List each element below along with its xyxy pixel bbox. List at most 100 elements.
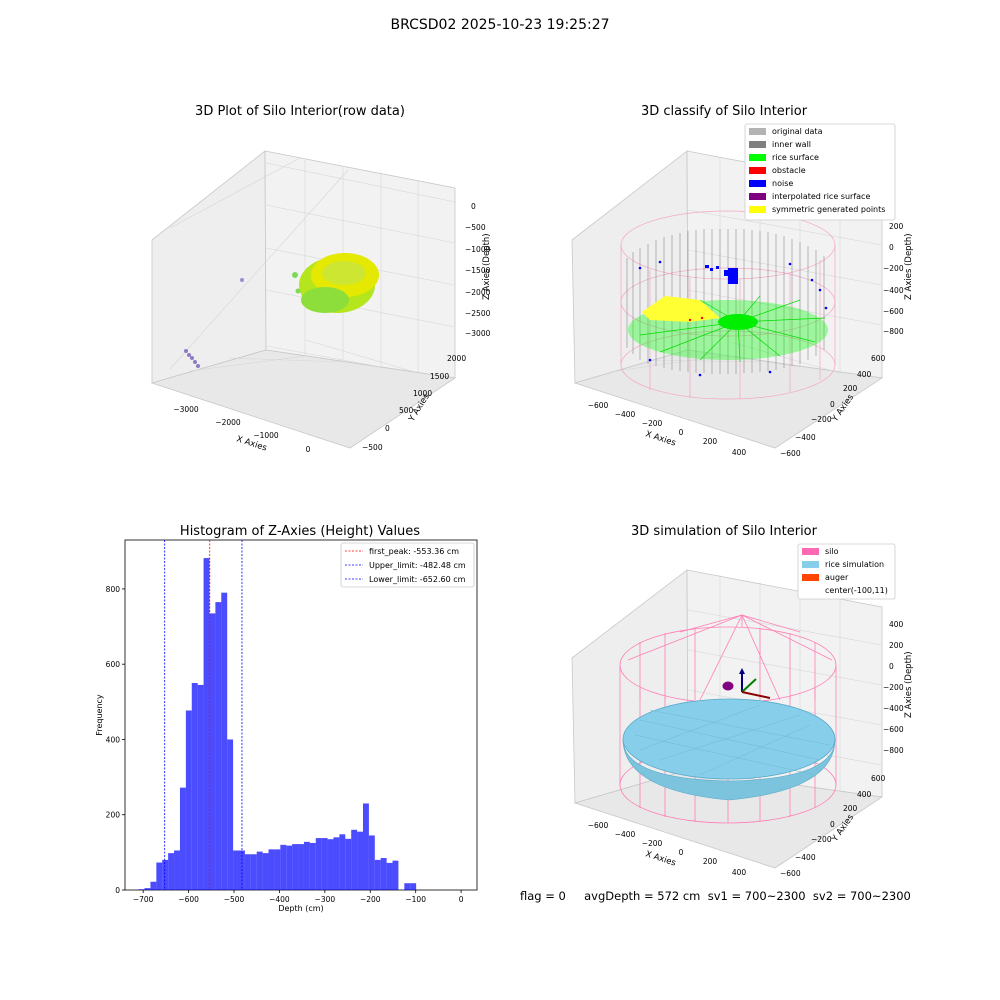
panel4-auger-head: [722, 681, 734, 691]
histogram-bar: [321, 838, 328, 890]
histogram-bar: [256, 851, 263, 890]
z-tick-label: −400: [883, 286, 904, 295]
panel2-3d-plot: −600 −400 −200 0 200 400 X Axies −600 −4…: [571, 150, 914, 458]
y-tick-label: 600: [871, 774, 886, 783]
x-tick-label: −100: [405, 895, 426, 904]
histogram-bar: [227, 739, 234, 890]
legend-swatch-rice-simulation: [802, 561, 819, 568]
histogram-bar: [174, 850, 180, 890]
panel1-z-ticks: 0 −500 −1000 −1500 −2000 −2500 −3000: [465, 202, 491, 338]
y-tick-label: 500: [399, 406, 414, 415]
histogram-bar: [298, 844, 304, 890]
panel1-title: 3D Plot of Silo Interior(row data): [195, 104, 405, 119]
legend-item-silo: silo: [825, 547, 839, 556]
histogram-bar: [357, 831, 363, 890]
panel1-rice-front: [301, 287, 349, 313]
y-tick-label: −600: [780, 869, 801, 878]
y-tick-label: 0: [385, 424, 390, 433]
y-tick-label: 2000: [447, 354, 466, 363]
z-tick-label: −800: [883, 746, 904, 755]
histogram-bars: [138, 558, 417, 890]
x-tick-label: −500: [224, 895, 245, 904]
y-tick-label: 0: [115, 886, 120, 895]
histogram-bar: [244, 854, 251, 890]
x-tick-label: 200: [703, 857, 718, 866]
panel4-z-axis-label: Z Axies (Depth): [904, 651, 914, 718]
histogram-bar: [156, 862, 163, 890]
legend-item-lower-limit: Lower_limit: -652.60 cm: [369, 575, 466, 584]
legend-item-auger: auger: [825, 573, 849, 582]
panel1-outlier-point: [292, 272, 298, 278]
x-tick-label: −2000: [215, 418, 241, 427]
legend-swatch-interpolated: [749, 193, 766, 200]
x-tick-label: −200: [642, 419, 663, 428]
panel4-axis-z-arrowhead: [739, 668, 745, 674]
legend-item-original: original data: [772, 127, 823, 136]
histogram-bar: [339, 834, 346, 890]
histogram-bar: [303, 841, 310, 890]
z-tick-label: −600: [883, 725, 904, 734]
y-tick-label: 600: [106, 660, 121, 669]
panel4-x-ticks: −600 −400 −200 0 200 400: [588, 821, 747, 877]
histogram-bar: [185, 710, 192, 890]
figure-title: BRCSD02 2025-10-23 19:25:27: [390, 17, 610, 33]
z-tick-label: −2000: [465, 288, 491, 297]
legend-item-rice-simulation: rice simulation: [825, 560, 884, 569]
x-tick-label: 0: [306, 445, 311, 454]
histogram-bar: [362, 803, 369, 890]
panel3-histogram: −700 −600 −500 −400 −300 −200 −100 0 0 200 400 600…: [95, 539, 478, 913]
panel3-title: Histogram of Z-Axies (Height) Values: [179, 524, 421, 539]
histogram-bar: [162, 859, 169, 890]
x-tick-label: −400: [269, 895, 290, 904]
panel1-3d-plot: −3000 −2000 −1000 0 X Axies −500 0 500 1…: [150, 150, 492, 454]
y-tick-label: 400: [857, 370, 872, 379]
y-tick-label: 0: [830, 820, 835, 829]
z-tick-label: −200: [883, 264, 904, 273]
y-tick-label: 1500: [430, 372, 449, 381]
panel2-noise-cluster: [638, 260, 828, 377]
status-footer: flag = 0 avgDepth = 572 cm sv1 = 700~230…: [520, 889, 911, 903]
histogram-bar: [250, 854, 257, 890]
histogram-x-ticks: −700 −600 −500 −400 −300 −200 −100 0: [133, 890, 464, 904]
z-tick-label: 400: [889, 620, 904, 629]
histogram-reference-lines: [164, 540, 243, 890]
legend-item-noise: noise: [772, 179, 793, 188]
panel2-x-ticks: −600 −400 −200 0 200 400: [588, 401, 747, 457]
y-tick-label: −200: [811, 835, 832, 844]
legend-item-upper-limit: Upper_limit: -482.48 cm: [369, 561, 466, 570]
panel1-x-ticks: −3000 −2000 −1000 0: [173, 405, 310, 454]
histogram-bar: [144, 888, 151, 890]
panel4-pane-floor: [573, 769, 884, 869]
legend-swatch-rice-surface: [749, 154, 766, 161]
histogram-bar: [315, 838, 322, 890]
y-tick-label: 400: [857, 790, 872, 799]
histogram-bar: [209, 613, 216, 890]
x-tick-label: −600: [588, 821, 609, 830]
histogram-bar: [268, 849, 275, 890]
legend-swatch-obstacle: [749, 167, 766, 174]
x-tick-label: −200: [360, 895, 381, 904]
legend-item-inner-wall: inner wall: [772, 140, 811, 149]
panel1-rice-inner: [322, 261, 366, 285]
histogram-bar: [215, 602, 222, 890]
legend-swatch-symmetric: [749, 206, 766, 213]
y-tick-label: 0: [830, 400, 835, 409]
histogram-bar: [345, 838, 352, 890]
histogram-bar: [274, 849, 281, 890]
z-tick-label: −600: [883, 307, 904, 316]
y-tick-label: −500: [362, 443, 383, 452]
y-tick-label: 800: [106, 585, 121, 594]
panel1-outlier-line: [184, 349, 200, 368]
panel2-symmetric-points: [642, 296, 720, 322]
legend-item-center: center(-100,11): [825, 586, 888, 595]
histogram-bar: [374, 859, 381, 890]
panel4-legend: silo rice simulation auger center(-100,1…: [797, 543, 896, 600]
legend-item-first-peak: first_peak: -553.36 cm: [369, 547, 459, 556]
histogram-y-ticks: 0 200 400 600 800: [106, 585, 125, 895]
y-tick-label: 200: [843, 804, 858, 813]
y-tick-label: 600: [871, 354, 886, 363]
legend-item-interpolated: interpolated rice surface: [772, 192, 870, 201]
histogram-bar: [138, 889, 145, 890]
histogram-bar: [368, 835, 375, 890]
z-tick-label: −1000: [465, 245, 491, 254]
